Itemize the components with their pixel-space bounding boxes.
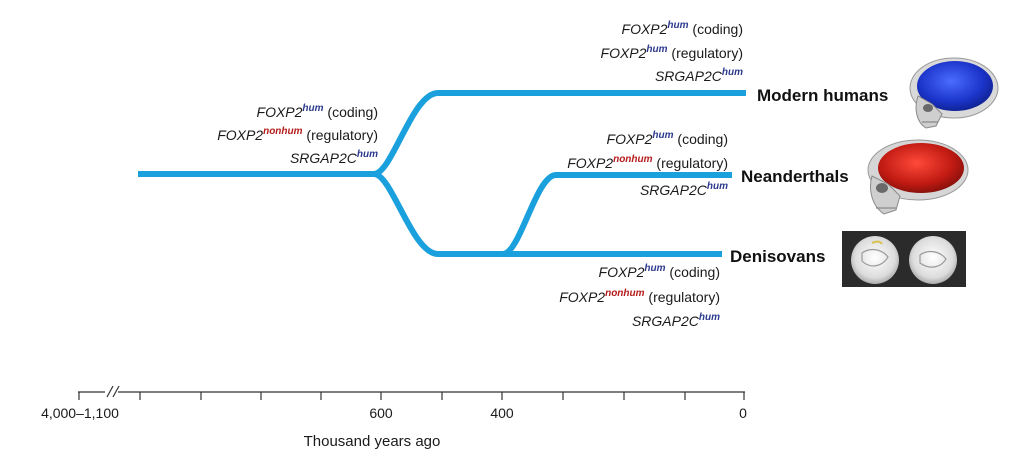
gene-variant-superscript: nonhum bbox=[605, 288, 645, 299]
gene-region: (coding) bbox=[674, 131, 728, 147]
gene-line: FOXP2hum (coding) bbox=[622, 20, 743, 37]
gene-line: SRGAP2Chum bbox=[640, 181, 728, 198]
neanderthal-skull-icon bbox=[867, 139, 969, 215]
tick-label-0: 0 bbox=[739, 405, 747, 421]
gene-symbol: FOXP2 bbox=[599, 264, 645, 280]
gene-symbol: SRGAP2C bbox=[640, 182, 708, 198]
gene-line: SRGAP2Chum bbox=[632, 312, 720, 329]
gene-region: (coding) bbox=[324, 104, 378, 120]
tick-label-600: 600 bbox=[369, 405, 393, 421]
gene-variant-superscript: hum bbox=[302, 103, 323, 114]
denisovan-teeth-icon bbox=[842, 231, 966, 287]
gene-variant-superscript: nonhum bbox=[263, 126, 303, 137]
gene-symbol: SRGAP2C bbox=[290, 150, 358, 166]
axis-break-mark-2 bbox=[112, 385, 120, 398]
branch-modern-humans bbox=[373, 90, 746, 177]
tree-branches bbox=[52, 90, 746, 257]
axis-title: Thousand years ago bbox=[304, 433, 441, 450]
gene-symbol: FOXP2 bbox=[601, 45, 647, 61]
gene-region: (regulatory) bbox=[645, 289, 720, 305]
branch-archaic bbox=[373, 171, 722, 257]
tick-label-400: 400 bbox=[490, 405, 514, 421]
gene-list-modern-humans: FOXP2hum (coding)FOXP2hum (regulatory)SR… bbox=[601, 20, 744, 84]
time-axis bbox=[78, 385, 745, 400]
gene-line: FOXP2hum (coding) bbox=[257, 103, 378, 120]
gene-variant-superscript: hum bbox=[644, 263, 665, 274]
gene-list-denisovans: FOXP2hum (coding)FOXP2nonhum (regulatory… bbox=[559, 263, 720, 329]
label-neanderthals: Neanderthals bbox=[741, 167, 849, 186]
gene-symbol: SRGAP2C bbox=[632, 313, 700, 329]
gene-variant-superscript: hum bbox=[357, 149, 378, 160]
gene-line: FOXP2nonhum (regulatory) bbox=[567, 154, 728, 171]
gene-symbol: FOXP2 bbox=[559, 289, 605, 305]
gene-line: FOXP2hum (coding) bbox=[599, 263, 720, 280]
branch-neanderthals bbox=[501, 172, 732, 257]
gene-line: FOXP2hum (regulatory) bbox=[601, 44, 743, 61]
gene-symbol: SRGAP2C bbox=[655, 68, 723, 84]
gene-line: FOXP2hum (coding) bbox=[607, 130, 728, 147]
gene-symbol: FOXP2 bbox=[607, 131, 653, 147]
gene-symbol: FOXP2 bbox=[257, 104, 303, 120]
gene-symbol: FOXP2 bbox=[622, 21, 668, 37]
gene-variant-superscript: hum bbox=[722, 67, 743, 78]
gene-line: SRGAP2Chum bbox=[290, 149, 378, 166]
gene-region: (coding) bbox=[666, 264, 720, 280]
gene-variant-superscript: hum bbox=[667, 20, 688, 31]
gene-variant-superscript: hum bbox=[699, 312, 720, 323]
label-denisovans: Denisovans bbox=[730, 247, 825, 266]
gene-symbol: FOXP2 bbox=[217, 127, 263, 143]
gene-line: SRGAP2Chum bbox=[655, 67, 743, 84]
gene-symbol: FOXP2 bbox=[567, 155, 613, 171]
gene-region: (regulatory) bbox=[668, 45, 743, 61]
gene-region: (regulatory) bbox=[653, 155, 728, 171]
gene-variant-superscript: hum bbox=[707, 181, 728, 192]
gene-variant-superscript: hum bbox=[652, 130, 673, 141]
gene-region: (regulatory) bbox=[303, 127, 378, 143]
gene-line: FOXP2nonhum (regulatory) bbox=[559, 288, 720, 305]
tick-label-4000-1100: 4,000–1,100 bbox=[41, 405, 119, 421]
axis-break-mark-1 bbox=[106, 385, 114, 398]
gene-variant-superscript: nonhum bbox=[613, 154, 653, 165]
label-modern-humans: Modern humans bbox=[757, 86, 888, 105]
modern-human-skull-icon bbox=[909, 57, 999, 129]
gene-list-neanderthals: FOXP2hum (coding)FOXP2nonhum (regulatory… bbox=[567, 130, 728, 198]
gene-line: FOXP2nonhum (regulatory) bbox=[217, 126, 378, 143]
gene-list-ancestor: FOXP2hum (coding)FOXP2nonhum (regulatory… bbox=[217, 103, 378, 166]
gene-region: (coding) bbox=[689, 21, 743, 37]
gene-variant-superscript: hum bbox=[646, 44, 667, 55]
